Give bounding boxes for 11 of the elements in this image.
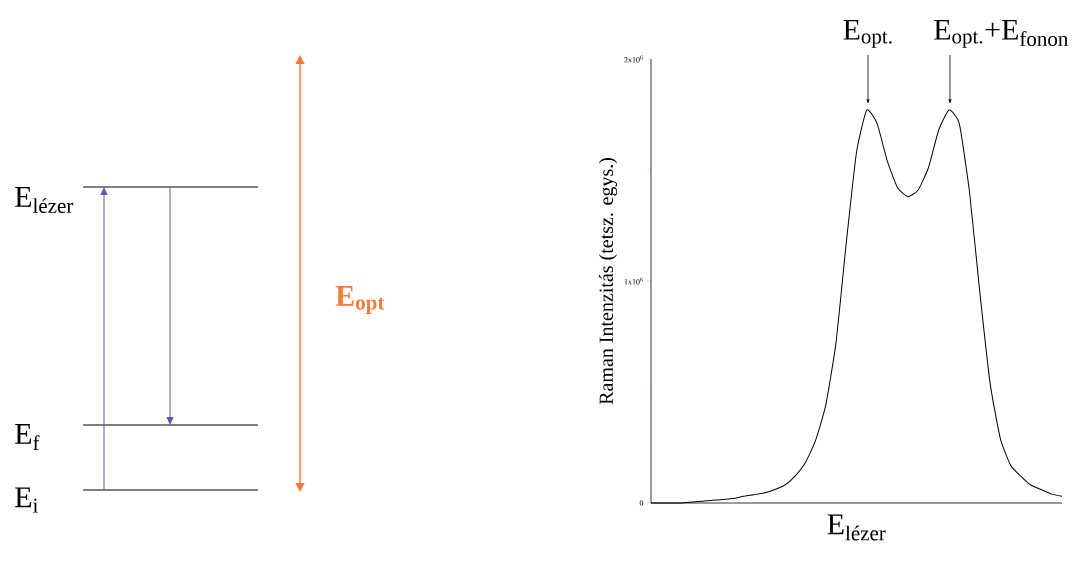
y-tick-label: 0	[639, 500, 644, 506]
text: E$_{lézer}$	[15, 187, 74, 213]
y-axis-title: Raman Intenzitás (tetsz. egys.)	[598, 158, 618, 405]
y-tick-label: 2x10$^{6}$	[624, 55, 643, 63]
text: E$_{i}$	[15, 487, 38, 513]
text: E$_{opt.}$	[843, 19, 892, 48]
text: E$_{opt}$	[335, 286, 385, 314]
x-axis-title: E$_{lézer}$	[827, 514, 886, 541]
y-tick-label: 1x10$^{6}$	[624, 277, 643, 285]
text: E$_{opt.}$+E$_{fonon}$	[934, 19, 1069, 48]
text: E$_{f}$	[15, 424, 40, 450]
